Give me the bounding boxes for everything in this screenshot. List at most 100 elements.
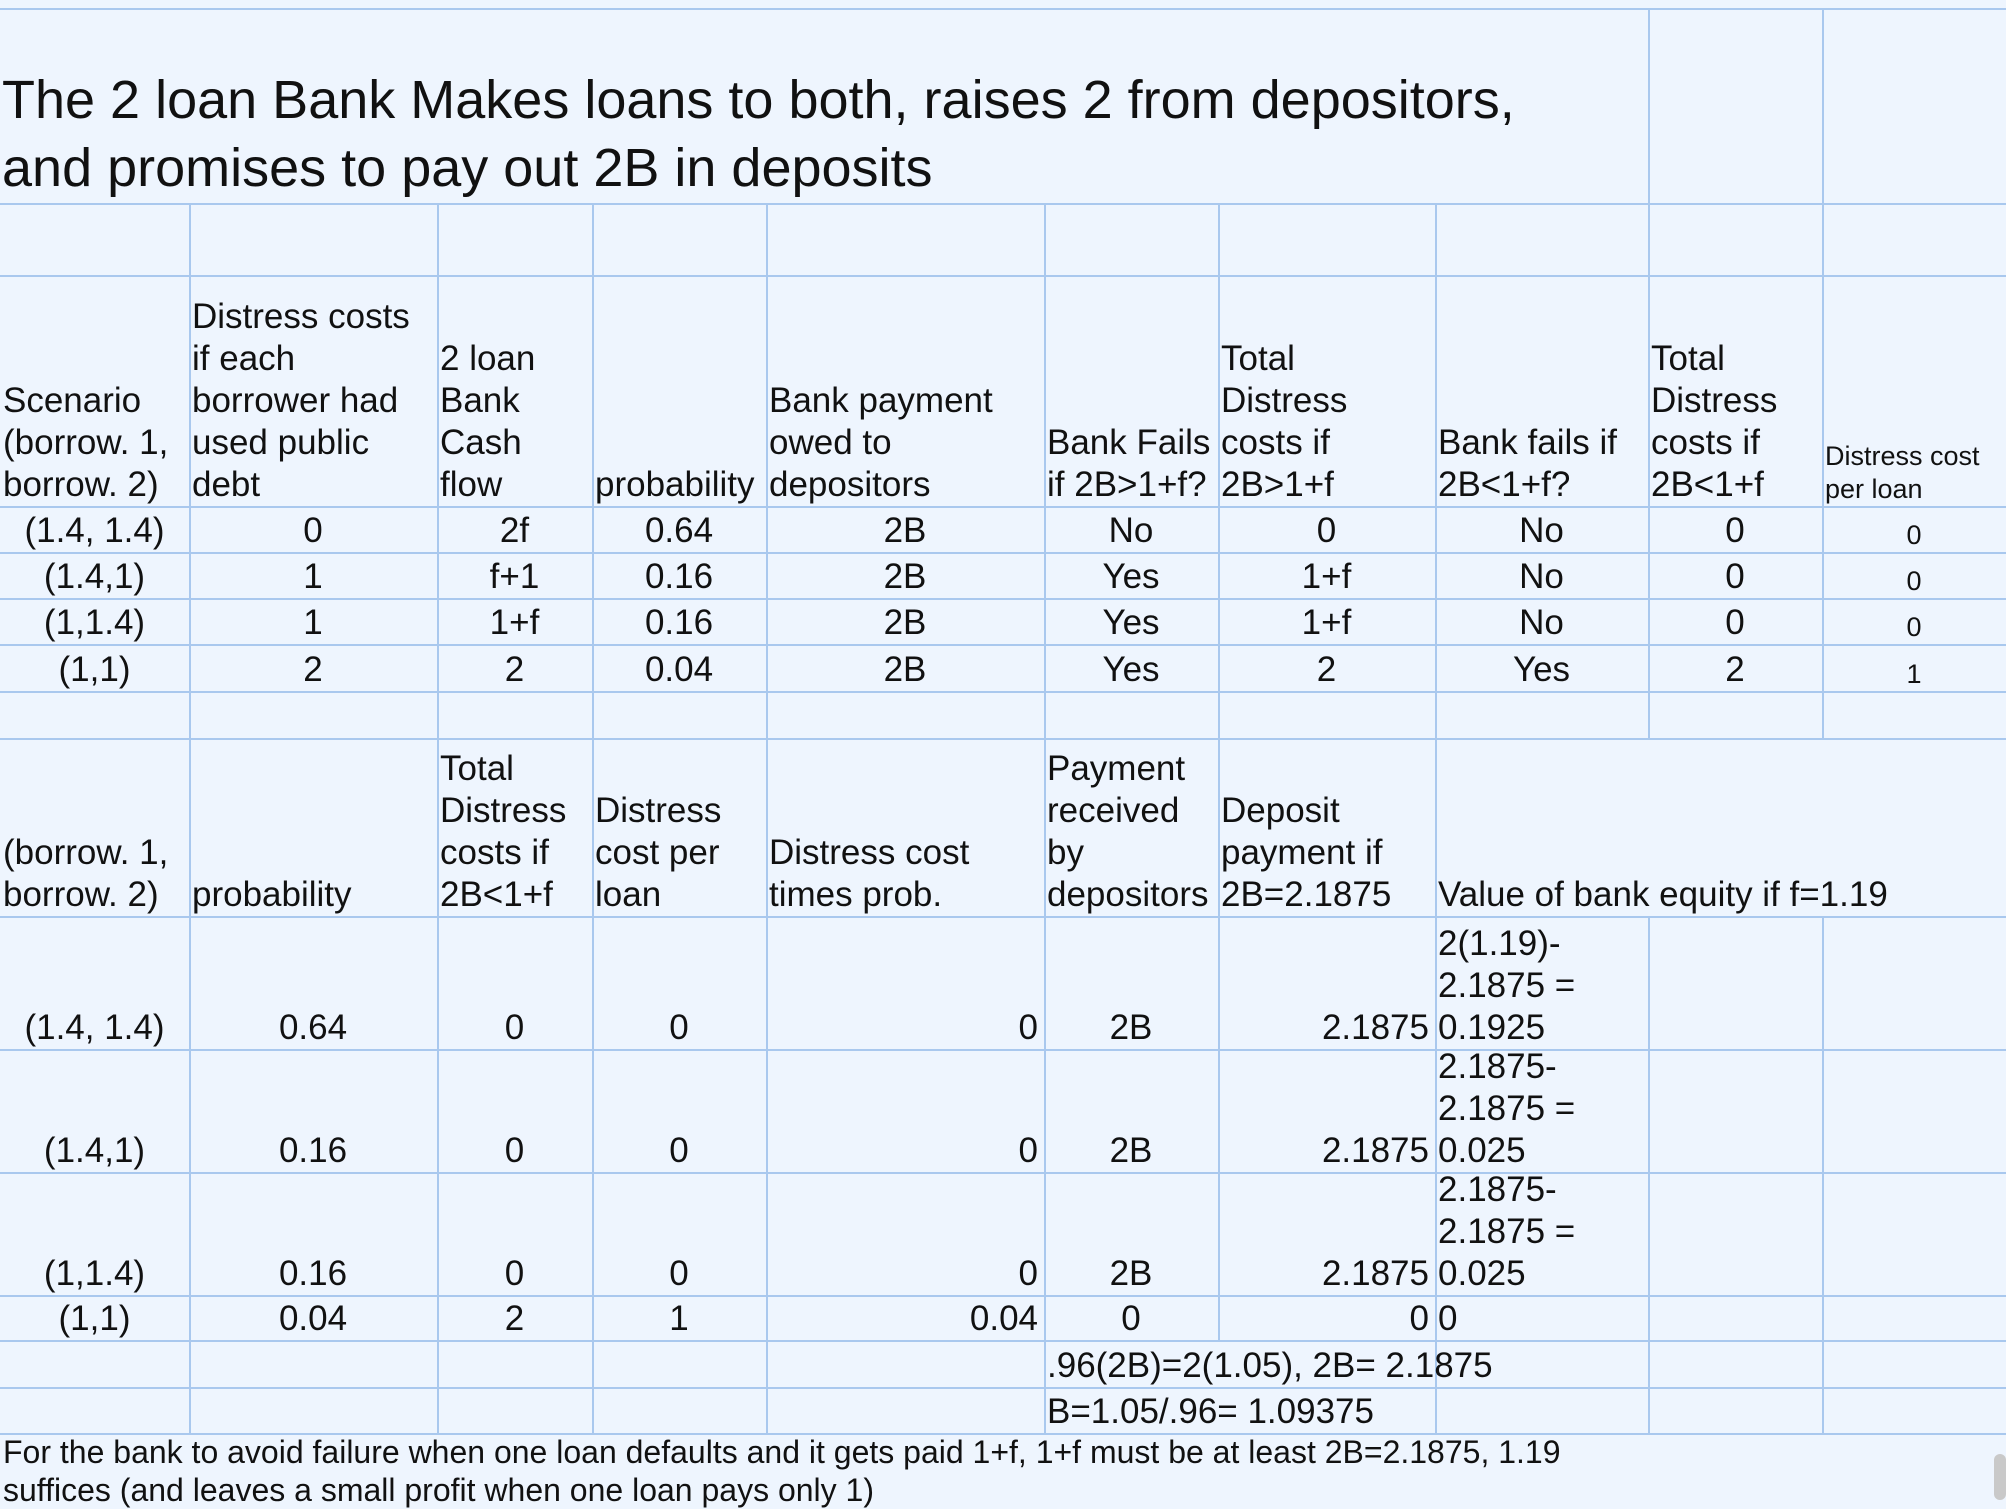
- t2-cell[interactable]: 0: [669, 1008, 689, 1047]
- t1-cell[interactable]: 0: [1725, 557, 1745, 596]
- t1-cell[interactable]: 0: [1906, 612, 1922, 642]
- t1-cell[interactable]: 2: [1316, 650, 1337, 689]
- t1-cell[interactable]: No: [1108, 511, 1154, 550]
- t1-header-fails-lt[interactable]: Bank fails if 2B<1+f?: [1438, 423, 1617, 504]
- t2-cell[interactable]: 2(1.19)- 2.1875 = 0.1925: [1438, 924, 1576, 1047]
- t1-cell[interactable]: 2f: [499, 511, 530, 550]
- note-equation-2[interactable]: B=1.05/.96= 1.09375: [1047, 1392, 1374, 1431]
- t2-cell[interactable]: (1,1): [58, 1299, 131, 1338]
- t2-cell[interactable]: 0: [504, 1008, 525, 1047]
- t1-cell[interactable]: 2: [1725, 650, 1745, 689]
- t1-cell[interactable]: (1,1.4): [43, 603, 146, 642]
- t1-cell[interactable]: 2: [303, 650, 323, 689]
- t2-cell[interactable]: 0: [1121, 1299, 1141, 1338]
- t1-cell[interactable]: No: [1519, 557, 1564, 596]
- t2-cell[interactable]: 0.16: [278, 1254, 348, 1293]
- t2-cell[interactable]: (1.4, 1.4): [24, 1008, 165, 1047]
- grid-line: [0, 644, 2006, 646]
- t2-cell[interactable]: 0: [504, 1254, 525, 1293]
- t1-cell[interactable]: 1: [303, 557, 323, 596]
- t2-cell[interactable]: 0.04: [278, 1299, 348, 1338]
- t2-cell[interactable]: (1,1.4): [43, 1254, 146, 1293]
- t2-cell[interactable]: 0: [1018, 1131, 1038, 1170]
- t1-cell[interactable]: f+1: [489, 557, 540, 596]
- t2-cell[interactable]: 2: [504, 1299, 525, 1338]
- t2-cell[interactable]: 0.16: [278, 1131, 348, 1170]
- t1-cell[interactable]: 0.64: [644, 511, 714, 550]
- t2-cell[interactable]: 0: [669, 1131, 689, 1170]
- t2-cell[interactable]: 0.64: [278, 1008, 348, 1047]
- grid-line: [1044, 203, 1046, 1433]
- t1-cell[interactable]: 0: [1906, 520, 1922, 550]
- t2-cell[interactable]: 1: [669, 1299, 689, 1338]
- t2-cell[interactable]: 2.1875: [1321, 1008, 1429, 1047]
- t1-cell[interactable]: No: [1519, 603, 1564, 642]
- t1-cell[interactable]: 1+f: [1301, 557, 1352, 596]
- t1-cell[interactable]: 1: [303, 603, 323, 642]
- grid-line: [0, 8, 2006, 10]
- t1-header-distress-lt[interactable]: Total Distress costs if 2B<1+f: [1651, 339, 1778, 504]
- t1-cell[interactable]: (1,1): [58, 650, 131, 689]
- t1-cell[interactable]: Yes: [1102, 603, 1160, 642]
- t1-cell[interactable]: 2B: [883, 603, 927, 642]
- t1-header-distress-gt[interactable]: Total Distress costs if 2B>1+f: [1221, 339, 1348, 504]
- t1-cell[interactable]: 2B: [883, 557, 927, 596]
- t2-cell[interactable]: 2.1875: [1321, 1131, 1429, 1170]
- t1-cell[interactable]: (1.4, 1.4): [24, 511, 165, 550]
- t1-header-probability[interactable]: probability: [595, 465, 755, 504]
- t2-header-scenario[interactable]: (borrow. 1, borrow. 2): [3, 833, 169, 914]
- t2-cell[interactable]: 2B: [1109, 1131, 1153, 1170]
- t1-header-bank-payment[interactable]: Bank payment owed to depositors: [769, 381, 993, 504]
- grid-line: [1435, 203, 1437, 1433]
- t2-header-per-loan[interactable]: Distress cost per loan: [595, 791, 722, 914]
- t2-cell[interactable]: 2B: [1109, 1254, 1153, 1293]
- t1-cell[interactable]: 1+f: [489, 603, 540, 642]
- t1-cell[interactable]: 0: [1725, 511, 1745, 550]
- t1-cell[interactable]: 0: [303, 511, 323, 550]
- t2-cell[interactable]: 0.04: [969, 1299, 1038, 1338]
- t1-header-fails-gt[interactable]: Bank Fails if 2B>1+f?: [1047, 423, 1211, 504]
- t1-cell[interactable]: 2B: [883, 511, 927, 550]
- t2-header-equity-value[interactable]: Value of bank equity if f=1.19: [1438, 875, 1888, 914]
- t1-cell[interactable]: 2B: [883, 650, 927, 689]
- grid-line: [437, 203, 439, 1433]
- t1-cell[interactable]: 0: [1316, 511, 1337, 550]
- t2-header-probability[interactable]: probability: [192, 875, 352, 914]
- t2-header-payment-received[interactable]: Payment received by depositors: [1047, 749, 1209, 914]
- t2-cell[interactable]: 0: [669, 1254, 689, 1293]
- vertical-scrollbar[interactable]: [1994, 1454, 2006, 1500]
- t1-cell[interactable]: Yes: [1102, 650, 1160, 689]
- t2-cell[interactable]: 0: [1018, 1008, 1038, 1047]
- t1-header-scenario[interactable]: Scenario (borrow. 1, borrow. 2): [3, 381, 169, 504]
- grid-line: [0, 203, 2006, 205]
- t1-header-cash-flow[interactable]: 2 loan Bank Cash flow: [440, 339, 536, 504]
- t2-header-times-prob[interactable]: Distress cost times prob.: [769, 833, 970, 914]
- t2-cell[interactable]: 2.1875: [1321, 1254, 1429, 1293]
- t2-header-distress-lt[interactable]: Total Distress costs if 2B<1+f: [440, 749, 567, 914]
- t1-cell[interactable]: 0: [1725, 603, 1745, 642]
- note-equation-1[interactable]: .96(2B)=2(1.05), 2B= 2.1875: [1047, 1346, 1493, 1385]
- t2-cell[interactable]: 2.1875- 2.1875 = 0.025: [1438, 1170, 1576, 1293]
- t2-cell[interactable]: 2.1875- 2.1875 = 0.025: [1438, 1047, 1576, 1170]
- t2-cell[interactable]: 0: [1438, 1299, 1458, 1338]
- t1-header-distress-public[interactable]: Distress costs if each borrower had used…: [192, 297, 410, 504]
- t2-cell[interactable]: (1.4,1): [43, 1131, 146, 1170]
- t1-cell[interactable]: (1.4,1): [43, 557, 146, 596]
- t1-cell[interactable]: No: [1519, 511, 1564, 550]
- t1-header-per-loan[interactable]: Distress cost per loan: [1825, 441, 1980, 504]
- footer-note[interactable]: For the bank to avoid failure when one l…: [3, 1434, 1561, 1508]
- t2-cell[interactable]: 0: [1018, 1254, 1038, 1293]
- t1-cell[interactable]: 0.16: [644, 557, 714, 596]
- t2-cell[interactable]: 2B: [1109, 1008, 1153, 1047]
- t1-cell[interactable]: 0.16: [644, 603, 714, 642]
- t1-cell[interactable]: 1: [1906, 659, 1922, 689]
- t2-cell[interactable]: 0: [504, 1131, 525, 1170]
- t2-header-deposit-payment[interactable]: Deposit payment if 2B=2.1875: [1221, 791, 1392, 914]
- t1-cell[interactable]: 0.04: [644, 650, 714, 689]
- t1-cell[interactable]: 1+f: [1301, 603, 1352, 642]
- t1-cell[interactable]: Yes: [1512, 650, 1571, 689]
- t1-cell[interactable]: Yes: [1102, 557, 1160, 596]
- t1-cell[interactable]: 2: [504, 650, 525, 689]
- t2-cell[interactable]: 0: [1409, 1299, 1429, 1338]
- t1-cell[interactable]: 0: [1906, 566, 1922, 596]
